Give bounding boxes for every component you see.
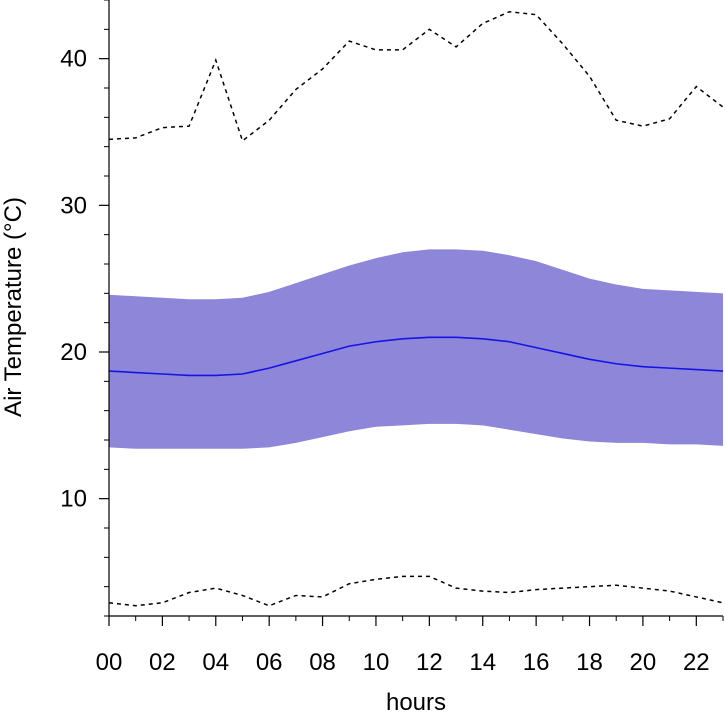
y-tick-label: 10: [60, 486, 87, 513]
x-axis-title: hours: [386, 689, 446, 713]
ticks-layer: 10 20 30 40 00 02 04 06 08 10 12 14 16 18 20 22: [60, 0, 724, 676]
x-tick-label: 20: [630, 649, 657, 676]
min-line: [108, 575, 724, 607]
y-axis-title: Air Temperature (°C): [0, 197, 27, 417]
x-tick-label: 22: [683, 649, 710, 676]
x-tick-label: 14: [469, 649, 496, 676]
spread-band: [109, 249, 723, 449]
x-tick-label: 02: [149, 649, 176, 676]
axes-layer: [108, 0, 723, 617]
max-line: [108, 10, 724, 143]
y-tick-label: 30: [60, 192, 87, 219]
x-tick-label: 04: [202, 649, 229, 676]
band-layer: [109, 249, 723, 449]
x-tick-label: 00: [96, 649, 123, 676]
x-tick-label: 08: [309, 649, 336, 676]
mean-line: [108, 336, 724, 377]
x-tick-label: 12: [416, 649, 443, 676]
x-tick-label: 16: [523, 649, 550, 676]
lines-layer: [108, 10, 724, 607]
x-tick-label: 06: [256, 649, 283, 676]
y-tick-label: 20: [60, 339, 87, 366]
y-tick-label: 40: [60, 46, 87, 73]
x-tick-label: 18: [576, 649, 603, 676]
x-tick-label: 10: [363, 649, 390, 676]
